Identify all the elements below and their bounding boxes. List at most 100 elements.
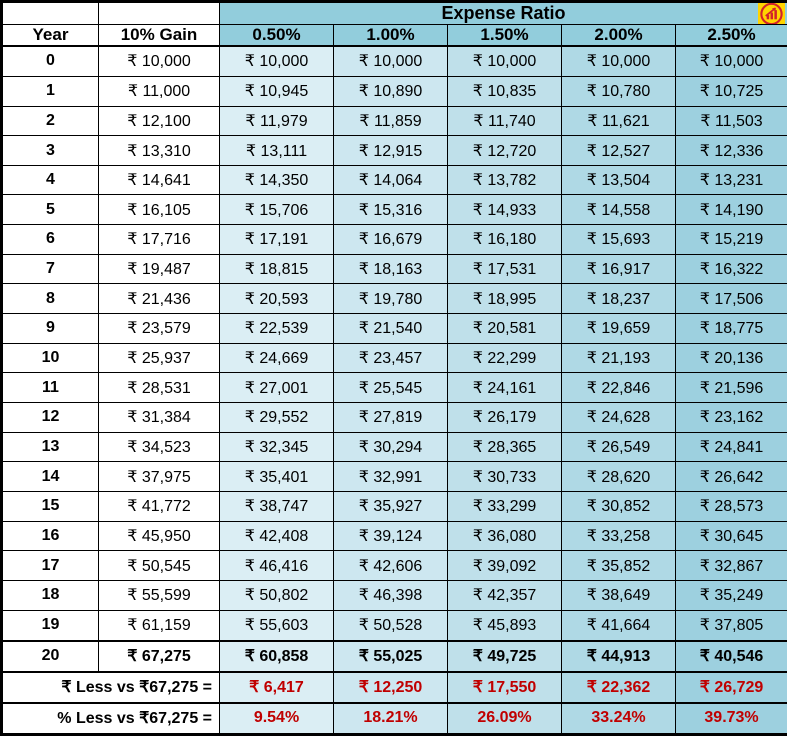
ratio-value-cell: ₹ 50,528 <box>333 609 448 642</box>
ratio-value-cell: ₹ 55,603 <box>219 609 334 642</box>
gain-cell: ₹ 28,531 <box>98 372 220 404</box>
ratio-value-cell: ₹ 13,504 <box>561 164 676 196</box>
ratio-value-cell: ₹ 24,669 <box>219 342 334 374</box>
blank-cell <box>98 1 220 25</box>
ratio-value-cell: ₹ 16,917 <box>561 253 676 285</box>
gain-cell: ₹ 34,523 <box>98 431 220 463</box>
ratio-value-cell: ₹ 17,531 <box>447 253 562 285</box>
ratio-value-cell: ₹ 10,945 <box>219 75 334 107</box>
year-cell: 0 <box>1 45 99 77</box>
gain-cell: ₹ 10,000 <box>98 45 220 77</box>
ratio-value-cell: ₹ 19,659 <box>561 313 676 344</box>
ratio-value-cell: ₹ 28,365 <box>447 431 562 463</box>
ratio-value-cell: ₹ 32,867 <box>674 550 787 582</box>
summary-value-cell: 39.73% <box>674 702 787 735</box>
ratio-value-cell: ₹ 10,000 <box>674 45 787 77</box>
summary-value-cell: ₹ 17,550 <box>447 671 562 704</box>
ratio-value-cell: ₹ 37,805 <box>674 609 787 642</box>
summary-label: % Less vs ₹67,275 = <box>1 702 220 735</box>
ratio-value-cell: ₹ 60,858 <box>219 639 334 673</box>
year-cell: 5 <box>1 194 99 226</box>
ratio-value-cell: ₹ 28,573 <box>674 491 787 522</box>
ratio-value-cell: ₹ 30,852 <box>561 491 676 522</box>
ratio-value-cell: ₹ 22,539 <box>219 313 334 344</box>
table-body: 0 ₹ 10,000 ₹ 10,000 ₹ 10,000 ₹ 10,000 ₹ 10,00… <box>1 45 787 735</box>
gain-cell: ₹ 11,000 <box>98 75 220 107</box>
year-column-header: Year <box>1 24 99 47</box>
ratio-value-cell: ₹ 27,001 <box>219 372 334 404</box>
ratio-value-cell: ₹ 42,408 <box>219 520 334 552</box>
ratio-value-cell: ₹ 46,416 <box>219 550 334 582</box>
year-cell: 9 <box>1 313 99 344</box>
summary-value-cell: ₹ 6,417 <box>219 671 334 704</box>
table-row: 20 ₹ 67,275 ₹ 60,858 ₹ 55,025 ₹ 49,725 ₹ 44,9… <box>1 639 787 673</box>
ratio-value-cell: ₹ 41,664 <box>561 609 676 642</box>
ratio-value-cell: ₹ 10,000 <box>333 45 448 77</box>
ratio-value-cell: ₹ 14,350 <box>219 164 334 196</box>
ratio-value-cell: ₹ 16,679 <box>333 224 448 255</box>
ratio-value-cell: ₹ 15,706 <box>219 194 334 226</box>
ratio-value-cell: ₹ 11,859 <box>333 105 448 137</box>
gain-cell: ₹ 14,641 <box>98 164 220 196</box>
year-cell: 14 <box>1 461 99 493</box>
gain-column-header: 10% Gain <box>98 24 220 47</box>
table-row: 8 ₹ 21,436 ₹ 20,593 ₹ 19,780 ₹ 18,995 ₹ 18,23… <box>1 283 787 315</box>
ratio-value-cell: ₹ 39,124 <box>333 520 448 552</box>
summary-value-cell: ₹ 22,362 <box>561 671 676 704</box>
year-cell: 15 <box>1 491 99 522</box>
ratio-value-cell: ₹ 26,642 <box>674 461 787 493</box>
ratio-value-cell: ₹ 14,933 <box>447 194 562 226</box>
ratio-value-cell: ₹ 46,398 <box>333 580 448 611</box>
ratio-value-cell: ₹ 42,357 <box>447 580 562 611</box>
ratio-value-cell: ₹ 15,693 <box>561 224 676 255</box>
table-row: 0 ₹ 10,000 ₹ 10,000 ₹ 10,000 ₹ 10,000 ₹ 10,00… <box>1 45 787 77</box>
year-cell: 6 <box>1 224 99 255</box>
ratio-value-cell: ₹ 12,915 <box>333 135 448 166</box>
expense-ratio-label: Expense Ratio <box>441 3 566 23</box>
year-cell: 11 <box>1 372 99 404</box>
gain-cell: ₹ 19,487 <box>98 253 220 285</box>
ratio-value-cell: ₹ 38,649 <box>561 580 676 611</box>
column-header-row: Year 10% Gain 0.50% 1.00% 1.50% 2.00% 2.… <box>1 24 787 47</box>
summary-value-cell: 26.09% <box>447 702 562 735</box>
expense-ratio-band: Expense Ratio <box>218 1 787 25</box>
gain-cell: ₹ 25,937 <box>98 342 220 374</box>
ratio-value-cell: ₹ 35,927 <box>333 491 448 522</box>
ratio-value-cell: ₹ 27,819 <box>333 402 448 433</box>
table-row: 13 ₹ 34,523 ₹ 32,345 ₹ 30,294 ₹ 28,365 ₹ 26,5… <box>1 431 787 463</box>
ratio-value-cell: ₹ 18,163 <box>333 253 448 285</box>
summary-value-cell: 9.54% <box>219 702 334 735</box>
ratio-value-cell: ₹ 16,322 <box>674 253 787 285</box>
ratio-value-cell: ₹ 35,401 <box>219 461 334 493</box>
ratio-value-cell: ₹ 10,000 <box>561 45 676 77</box>
ratio-value-cell: ₹ 25,545 <box>333 372 448 404</box>
ratio-value-cell: ₹ 55,025 <box>333 639 448 673</box>
year-cell: 3 <box>1 135 99 166</box>
ratio-value-cell: ₹ 24,841 <box>674 431 787 463</box>
ratio-value-cell: ₹ 10,835 <box>447 75 562 107</box>
summary-row: % Less vs ₹67,275 = 9.54% 18.21% 26.09% 33.2… <box>1 702 787 735</box>
ratio-value-cell: ₹ 12,720 <box>447 135 562 166</box>
ratio-value-cell: ₹ 24,628 <box>561 402 676 433</box>
table-row: 15 ₹ 41,772 ₹ 38,747 ₹ 35,927 ₹ 33,299 ₹ 30,8… <box>1 491 787 522</box>
ratio-value-cell: ₹ 30,645 <box>674 520 787 552</box>
year-cell: 10 <box>1 342 99 374</box>
table-row: 14 ₹ 37,975 ₹ 35,401 ₹ 32,991 ₹ 30,733 ₹ 28,6… <box>1 461 787 493</box>
table-row: 5 ₹ 16,105 ₹ 15,706 ₹ 15,316 ₹ 14,933 ₹ 14,55… <box>1 194 787 226</box>
ratio-value-cell: ₹ 11,979 <box>219 105 334 137</box>
ratio-value-cell: ₹ 17,191 <box>219 224 334 255</box>
ratio-value-cell: ₹ 11,621 <box>561 105 676 137</box>
year-cell: 12 <box>1 402 99 433</box>
blank-cell <box>1 1 99 25</box>
ratio-value-cell: ₹ 38,747 <box>219 491 334 522</box>
gain-cell: ₹ 55,599 <box>98 580 220 611</box>
ratio-value-cell: ₹ 29,552 <box>219 402 334 433</box>
ratio-value-cell: ₹ 33,299 <box>447 491 562 522</box>
year-cell: 16 <box>1 520 99 552</box>
ratio-value-cell: ₹ 15,316 <box>333 194 448 226</box>
ratio-value-cell: ₹ 13,111 <box>219 135 334 166</box>
ratio-column-header: 2.50% <box>674 24 787 47</box>
ratio-value-cell: ₹ 17,506 <box>674 283 787 315</box>
ratio-value-cell: ₹ 39,092 <box>447 550 562 582</box>
gain-cell: ₹ 12,100 <box>98 105 220 137</box>
